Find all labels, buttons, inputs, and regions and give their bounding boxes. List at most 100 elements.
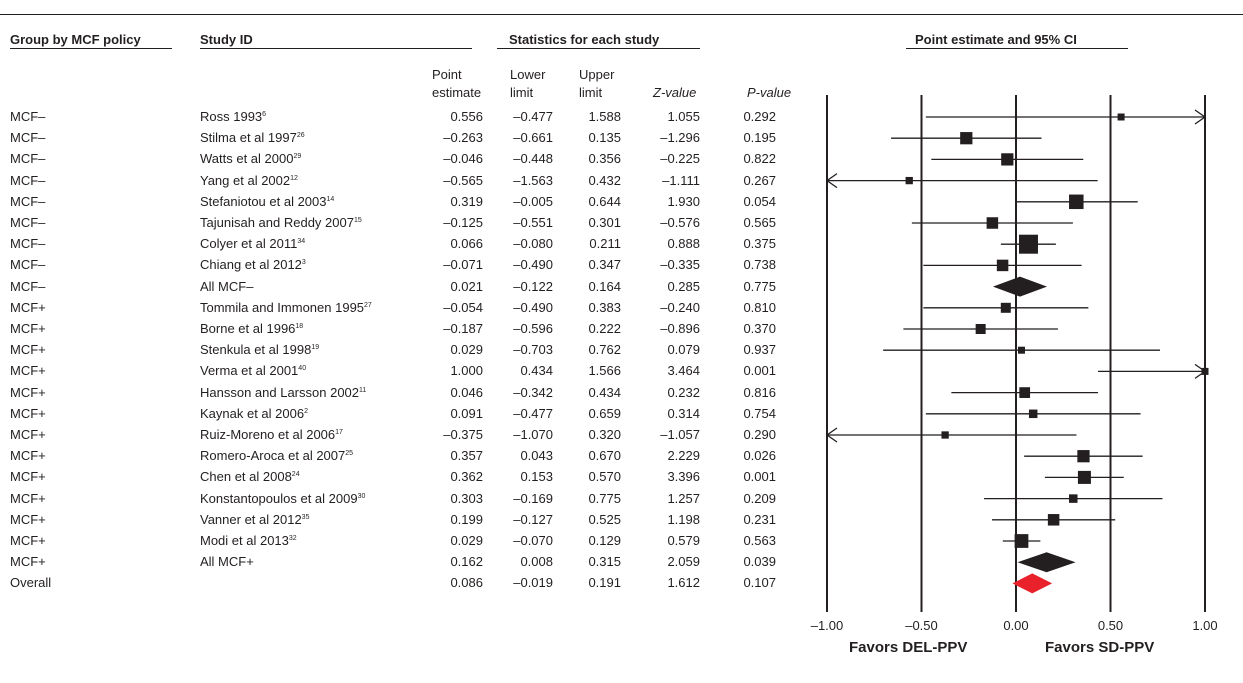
cell-point: –0.046 bbox=[443, 151, 483, 167]
point-estimate-square bbox=[1201, 367, 1209, 375]
study-reference: 17 bbox=[335, 429, 343, 436]
cell-lower: –0.477 bbox=[513, 109, 553, 124]
cell-point: –0.565 bbox=[443, 172, 483, 188]
header-stats: Statistics for each study bbox=[509, 32, 660, 47]
cell-group: MCF+ bbox=[10, 511, 46, 527]
cell-upper: 0.222 bbox=[588, 321, 621, 336]
cell-upper: 0.320 bbox=[588, 427, 621, 442]
cell-upper: 0.570 bbox=[588, 469, 621, 485]
study-name: All MCF+ bbox=[200, 554, 254, 570]
cell-upper: 0.670 bbox=[588, 448, 621, 464]
cell-study: Stilma et al 199726 bbox=[200, 130, 305, 146]
cell-study: Ross 19936 bbox=[200, 109, 266, 125]
study-name: Borne et al 1996 bbox=[200, 321, 296, 336]
cell-study: Vanner et al 201235 bbox=[200, 512, 309, 528]
cell-p: 0.001 bbox=[743, 363, 776, 379]
cell-z: 1.198 bbox=[667, 511, 700, 527]
point-estimate-square bbox=[941, 431, 949, 439]
point-estimate-square bbox=[1018, 234, 1038, 254]
cell-z: –0.225 bbox=[660, 151, 700, 167]
cell-p: 0.267 bbox=[743, 172, 776, 188]
point-estimate-square bbox=[1077, 450, 1090, 463]
cell-z: 0.285 bbox=[667, 278, 700, 294]
cell-p: 0.107 bbox=[743, 575, 776, 591]
study-name: Ruiz-Moreno et al 2006 bbox=[200, 427, 336, 442]
cell-study: Ruiz-Moreno et al 200617 bbox=[200, 427, 343, 443]
cell-p: 0.822 bbox=[743, 151, 776, 167]
point-estimate-square bbox=[1069, 494, 1078, 503]
cell-point: 0.556 bbox=[450, 109, 483, 124]
point-estimate-square bbox=[1077, 470, 1091, 484]
study-name: Romero-Aroca et al 2007 bbox=[200, 448, 346, 464]
subheader-upper-line2: limit bbox=[579, 85, 603, 100]
cell-upper: 0.659 bbox=[588, 405, 621, 421]
cell-lower: –0.490 bbox=[513, 257, 553, 273]
point-estimate-square bbox=[905, 176, 913, 185]
cell-group: MCF– bbox=[10, 172, 46, 188]
cell-p: 0.754 bbox=[743, 405, 776, 421]
cell-study: Borne et al 199618 bbox=[200, 321, 303, 337]
cell-upper: 0.164 bbox=[588, 278, 621, 294]
cell-z: –1.057 bbox=[660, 427, 700, 442]
cell-z: –0.576 bbox=[660, 215, 700, 230]
cell-p: 0.209 bbox=[743, 490, 776, 506]
study-reference: 25 bbox=[345, 450, 354, 458]
cell-z: 0.314 bbox=[667, 405, 700, 421]
point-estimate-square bbox=[996, 259, 1009, 272]
x-tick-label: 0.50 bbox=[1098, 618, 1123, 633]
study-name: Modi et al 2013 bbox=[200, 533, 289, 548]
point-estimate-square bbox=[986, 217, 999, 229]
cell-point: 0.046 bbox=[450, 384, 483, 400]
cell-upper: 0.525 bbox=[588, 511, 621, 527]
point-estimate-square bbox=[1028, 409, 1038, 419]
point-estimate-square bbox=[1117, 113, 1125, 121]
cell-point: –0.263 bbox=[443, 130, 483, 146]
cell-lower: 0.153 bbox=[520, 469, 553, 485]
cell-p: 0.816 bbox=[743, 384, 776, 400]
cell-z: 0.579 bbox=[667, 533, 700, 548]
cell-group: MCF– bbox=[10, 193, 46, 209]
cell-p: 0.775 bbox=[743, 278, 776, 294]
cell-z: 1.930 bbox=[667, 193, 700, 209]
cell-p: 0.026 bbox=[743, 448, 776, 464]
study-name: Konstantopoulos et al 2009 bbox=[200, 490, 358, 506]
cell-point: –0.187 bbox=[443, 321, 483, 336]
cell-study: Chen et al 200824 bbox=[200, 469, 300, 485]
cell-group: Overall bbox=[10, 575, 52, 591]
cell-point: 0.162 bbox=[450, 554, 483, 570]
cell-upper: 1.566 bbox=[588, 363, 621, 379]
study-name: Chen et al 2008 bbox=[200, 469, 292, 485]
cell-lower: –0.477 bbox=[513, 405, 553, 421]
cell-p: 0.195 bbox=[743, 130, 776, 146]
study-name: Stilma et al 1997 bbox=[200, 130, 297, 146]
cell-z: 1.055 bbox=[667, 109, 700, 124]
study-name: Tommila and Immonen 1995 bbox=[200, 299, 365, 315]
cell-study: Stenkula et al 199819 bbox=[200, 342, 319, 358]
cell-p: 0.565 bbox=[743, 215, 776, 230]
subheader-lower-line2: limit bbox=[510, 85, 534, 100]
cell-point: 0.029 bbox=[450, 342, 483, 358]
study-reference: 32 bbox=[288, 535, 297, 542]
study-reference: 35 bbox=[301, 513, 310, 521]
cell-upper: 0.129 bbox=[588, 533, 621, 548]
study-name: Kaynak et al 2006 bbox=[200, 405, 305, 421]
cell-group: MCF– bbox=[10, 109, 46, 124]
cell-z: 3.396 bbox=[667, 469, 700, 485]
cell-point: 0.086 bbox=[450, 575, 483, 591]
cell-p: 0.738 bbox=[743, 257, 776, 273]
x-tick-label: –0.50 bbox=[905, 618, 938, 633]
study-reference: 6 bbox=[262, 111, 267, 118]
ci-arrow-left bbox=[825, 427, 838, 443]
cell-z: 1.257 bbox=[667, 490, 700, 506]
study-reference: 2 bbox=[304, 407, 308, 415]
cell-lower: 0.043 bbox=[520, 448, 553, 464]
cell-upper: 0.775 bbox=[588, 490, 621, 506]
cell-lower: 0.434 bbox=[520, 363, 553, 379]
cell-p: 0.370 bbox=[743, 321, 776, 336]
study-reference: 29 bbox=[293, 153, 302, 161]
x-tick-label: –1.00 bbox=[811, 618, 844, 633]
overall-diamond bbox=[1012, 573, 1053, 594]
cell-p: 0.054 bbox=[743, 193, 776, 209]
point-estimate-square bbox=[1069, 194, 1084, 210]
x-tick-label: 0.00 bbox=[1003, 618, 1028, 633]
